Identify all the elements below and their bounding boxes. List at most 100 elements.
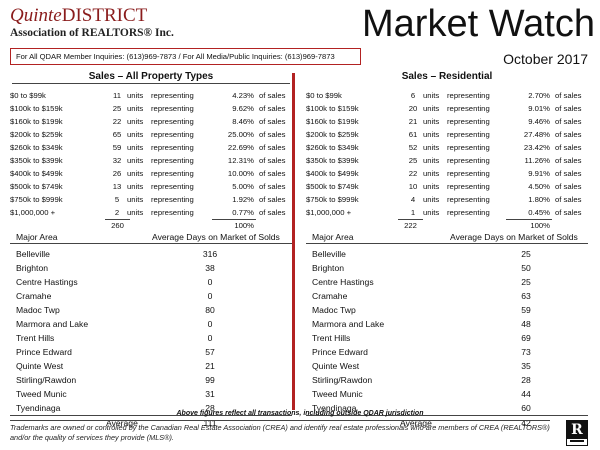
units-label: units	[423, 195, 440, 204]
avg-days-value: 28	[521, 375, 531, 385]
units-label: units	[127, 143, 144, 152]
area-name: Brighton	[312, 263, 345, 273]
dom-res-avg-value: 42	[521, 418, 531, 428]
sales-row: $200k to $259k 65 units representing 25.00% o…	[10, 128, 292, 141]
of-sales-label: of sales	[259, 156, 286, 165]
area-name: Tweed Munic	[312, 389, 363, 399]
representing-label: representing	[447, 104, 490, 113]
dom-row: Centre Hastings 25	[306, 275, 588, 289]
representing-label: representing	[151, 143, 194, 152]
sales-row: $350k to $399k 25 units representing 11.26% o…	[306, 154, 588, 167]
units-label: units	[127, 117, 144, 126]
dom-res-average-row: Average 42	[306, 415, 588, 429]
share-percent: 10.00%	[227, 169, 254, 178]
sales-row: $400k to $499k 26 units representing 10.00% o…	[10, 167, 292, 180]
sales-row: $160k to $199k 22 units representing 8.46% of…	[10, 115, 292, 128]
area-name: Marmora and Lake	[312, 319, 385, 329]
unit-count: 1	[410, 208, 416, 217]
price-range: $1,000,000 +	[306, 208, 352, 217]
units-label: units	[127, 91, 144, 100]
area-name: Trent Hills	[16, 333, 55, 343]
sales-row: $350k to $399k 32 units representing 12.31% o…	[10, 154, 292, 167]
sales-row: $160k to $199k 21 units representing 9.46% of…	[306, 115, 588, 128]
price-range: $100k to $159k	[306, 104, 359, 113]
units-label: units	[423, 117, 440, 126]
units-label: units	[423, 182, 440, 191]
representing-label: representing	[447, 143, 490, 152]
dom-row: Cramahe 63	[306, 289, 588, 303]
units-label: units	[127, 208, 144, 217]
of-sales-label: of sales	[259, 117, 286, 126]
units-label: units	[423, 156, 440, 165]
units-label: units	[127, 182, 144, 191]
total-count-rule	[105, 219, 130, 220]
sales-all-rows: $0 to $99k 11 units representing 4.23% of sal…	[10, 89, 292, 219]
dom-row: Stirling/Rawdon 99	[10, 373, 292, 387]
dom-row: Tweed Munic 44	[306, 387, 588, 401]
share-percent: 4.23%	[232, 91, 254, 100]
units-label: units	[423, 130, 440, 139]
units-label: units	[127, 195, 144, 204]
of-sales-label: of sales	[259, 182, 286, 191]
sales-row: $400k to $499k 22 units representing 9.91% of…	[306, 167, 588, 180]
price-range: $500k to $749k	[306, 182, 359, 191]
sales-row: $1,000,000 + 2 units representing 0.77% of sa…	[10, 206, 292, 219]
dom-row: Stirling/Rawdon 28	[306, 373, 588, 387]
unit-count: 52	[408, 143, 418, 152]
unit-count: 11	[113, 91, 121, 100]
realtor-r-bar	[570, 440, 584, 442]
page-subtitle: October 2017	[503, 51, 588, 67]
area-name: Stirling/Rawdon	[16, 375, 77, 385]
representing-label: representing	[447, 208, 490, 217]
share-percent: 1.80%	[528, 195, 550, 204]
of-sales-label: of sales	[555, 143, 582, 152]
representing-label: representing	[447, 195, 490, 204]
dom-row: Madoc Twp 59	[306, 303, 588, 317]
sales-row: $1,000,000 + 1 units representing 0.45% of sa…	[306, 206, 588, 219]
dom-row: Brighton 50	[306, 261, 588, 275]
representing-label: representing	[151, 91, 194, 100]
dom-row: Marmora and Lake 48	[306, 317, 588, 331]
dom-row: Centre Hastings 0	[10, 275, 292, 289]
dom-row: Trent Hills 69	[306, 331, 588, 345]
units-label: units	[127, 130, 144, 139]
share-percent: 0.45%	[528, 208, 550, 217]
trademark-disclaimer: Trademarks are owned or controlled by th…	[10, 420, 550, 443]
units-label: units	[127, 156, 144, 165]
area-name: Prince Edward	[16, 347, 72, 357]
avg-days-value: 48	[521, 319, 531, 329]
dom-row: Trent Hills 0	[10, 331, 292, 345]
area-name: Brighton	[16, 263, 49, 273]
of-sales-label: of sales	[259, 169, 286, 178]
dom-all-col-days: Average Days on Market of Solds	[152, 232, 280, 242]
dom-row: Belleville 25	[306, 247, 588, 261]
share-percent: 23.42%	[523, 143, 550, 152]
avg-days-value: 57	[205, 347, 215, 357]
representing-label: representing	[151, 130, 194, 139]
unit-count: 6	[410, 91, 416, 100]
avg-days-value: 316	[202, 249, 218, 259]
share-percent: 9.62%	[232, 104, 254, 113]
representing-label: representing	[151, 104, 194, 113]
units-label: units	[423, 91, 440, 100]
page-title: Market Watch	[362, 3, 595, 45]
of-sales-label: of sales	[555, 169, 582, 178]
units-label: units	[127, 169, 144, 178]
avg-days-value: 59	[521, 305, 531, 315]
unit-count: 13	[112, 182, 122, 191]
share-percent: 2.70%	[528, 91, 550, 100]
unit-count: 32	[112, 156, 122, 165]
sales-res-total-count: 222	[404, 221, 417, 230]
avg-days-value: 21	[205, 361, 215, 371]
sales-row: $750k to $999k 4 units representing 1.80% of …	[306, 193, 588, 206]
avg-days-value: 80	[205, 305, 215, 315]
unit-count: 2	[114, 208, 120, 217]
dom-row: Belleville 316	[10, 247, 292, 261]
price-range: $200k to $259k	[306, 130, 359, 139]
dom-all-header: Major Area Average Days on Market of Sol…	[10, 230, 292, 244]
total-count-rule	[398, 219, 423, 220]
of-sales-label: of sales	[555, 195, 582, 204]
sales-row: $100k to $159k 25 units representing 9.62% of…	[10, 102, 292, 115]
unit-count: 4	[410, 195, 416, 204]
price-range: $350k to $399k	[10, 156, 63, 165]
